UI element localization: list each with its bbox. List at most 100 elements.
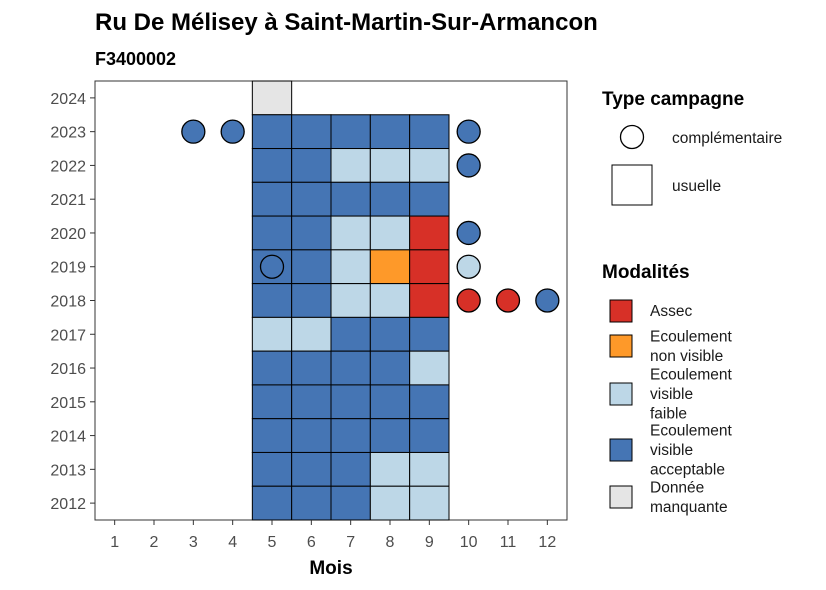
tile-usuelle xyxy=(409,451,450,487)
x-tick-label: 4 xyxy=(228,534,237,551)
legend-modalite-key xyxy=(609,299,633,323)
usuelle-tiles xyxy=(251,80,450,521)
x-tick-label: 5 xyxy=(268,534,277,551)
y-tick-label: 2017 xyxy=(50,327,86,344)
y-tick-label: 2013 xyxy=(50,462,86,479)
tile-usuelle xyxy=(291,418,332,453)
plot-area xyxy=(94,80,568,521)
tile-usuelle xyxy=(330,418,371,453)
legend-type-campagne: Type campagne complémentaire usuelle xyxy=(602,89,782,206)
tile-usuelle xyxy=(251,283,293,318)
y-tick-label: 2019 xyxy=(50,260,86,277)
tile-usuelle xyxy=(330,350,371,386)
legend-modalite-label: Ecoulement visible acceptable xyxy=(650,423,733,479)
tile-usuelle xyxy=(369,451,411,487)
legend-modalite-label: Ecoulement visible faible xyxy=(650,367,733,423)
legend-modalite-key xyxy=(609,334,633,358)
y-tick-label: 2021 xyxy=(50,192,86,209)
tile-usuelle xyxy=(409,114,450,150)
legend-campagne-label: complémentaire xyxy=(672,130,782,147)
tile-usuelle xyxy=(251,451,293,487)
x-tick-label: 3 xyxy=(189,534,198,551)
point-complementaire xyxy=(456,153,481,178)
tile-usuelle xyxy=(251,316,293,352)
tile-usuelle xyxy=(409,283,450,318)
y-tick-label: 2018 xyxy=(50,294,86,311)
tile-usuelle xyxy=(330,283,371,318)
tile-usuelle xyxy=(330,148,371,183)
tile-usuelle xyxy=(251,485,293,521)
tile-usuelle xyxy=(369,249,411,285)
point-complementaire xyxy=(456,254,481,279)
tile-usuelle xyxy=(251,384,293,420)
y-tick-label: 2020 xyxy=(50,226,86,243)
x-axis: 1 2 3 4 5 6 7 8 9 10 11 12 xyxy=(110,520,556,551)
tile-usuelle xyxy=(251,114,293,150)
tile-usuelle xyxy=(369,114,411,150)
x-tick-label: 7 xyxy=(346,534,355,551)
tile-usuelle xyxy=(369,181,411,217)
tile-usuelle xyxy=(409,215,450,251)
y-tick-label: 2014 xyxy=(50,429,86,446)
legend-modalite-label: Donnée manquante xyxy=(650,479,728,516)
y-tick-label: 2012 xyxy=(50,496,86,513)
x-tick-label: 11 xyxy=(500,534,517,551)
tile-usuelle xyxy=(369,283,411,318)
y-tick-label: 2015 xyxy=(50,395,86,412)
tile-usuelle xyxy=(409,316,450,352)
point-complementaire xyxy=(535,288,560,313)
chart-subtitle: F3400002 xyxy=(95,49,176,69)
tile-usuelle xyxy=(291,350,332,386)
y-tick-label: 2024 xyxy=(50,91,86,108)
point-complementaire xyxy=(220,119,245,144)
tile-usuelle xyxy=(330,114,371,150)
tile-usuelle xyxy=(330,249,371,285)
tile-usuelle xyxy=(330,451,371,487)
tile-usuelle xyxy=(330,485,371,521)
tile-usuelle xyxy=(330,215,371,251)
legend-square-key xyxy=(611,164,653,206)
tile-usuelle xyxy=(369,485,411,521)
tile-usuelle xyxy=(409,181,450,217)
tile-usuelle xyxy=(409,350,450,386)
y-tick-label: 2016 xyxy=(50,361,86,378)
tile-usuelle xyxy=(251,148,293,183)
tile-usuelle xyxy=(369,316,411,352)
tile-usuelle xyxy=(409,148,450,183)
tile-usuelle xyxy=(369,148,411,183)
point-complementaire xyxy=(181,119,206,144)
tile-usuelle xyxy=(291,316,332,352)
legend-modalite-key xyxy=(609,485,633,509)
tile-usuelle xyxy=(409,384,450,420)
tile-usuelle xyxy=(369,418,411,453)
legend-modalites-title: Modalités xyxy=(602,262,690,283)
tile-usuelle xyxy=(291,283,332,318)
legend-modalite-key xyxy=(609,382,633,406)
point-complementaire xyxy=(456,288,481,313)
legend-campagne-label: usuelle xyxy=(672,178,721,195)
tile-usuelle xyxy=(409,249,450,285)
point-complementaire xyxy=(456,119,481,144)
legend-circle-key xyxy=(619,124,645,150)
complementaire-points xyxy=(181,119,560,313)
legend-modalite-key xyxy=(609,438,633,462)
x-tick-label: 1 xyxy=(110,534,119,551)
x-tick-label: 10 xyxy=(460,534,478,551)
tile-usuelle xyxy=(251,418,293,453)
x-tick-label: 9 xyxy=(425,534,434,551)
tile-usuelle xyxy=(251,215,293,251)
tile-usuelle xyxy=(369,384,411,420)
x-tick-label: 2 xyxy=(150,534,159,551)
tile-usuelle xyxy=(330,384,371,420)
chart-title: Ru De Mélisey à Saint-Martin-Sur-Armanco… xyxy=(95,9,598,36)
y-axis: 2012 2013 2014 2015 2016 2017 2018 2019 2020 2021… xyxy=(50,91,95,513)
x-tick-label: 12 xyxy=(538,534,556,551)
point-complementaire xyxy=(495,288,521,313)
tile-usuelle xyxy=(291,148,332,183)
tile-usuelle xyxy=(409,418,450,453)
tile-usuelle xyxy=(369,215,411,251)
tile-usuelle xyxy=(251,181,293,217)
legend-modalite-label: Ecoulement non visible xyxy=(650,328,733,365)
